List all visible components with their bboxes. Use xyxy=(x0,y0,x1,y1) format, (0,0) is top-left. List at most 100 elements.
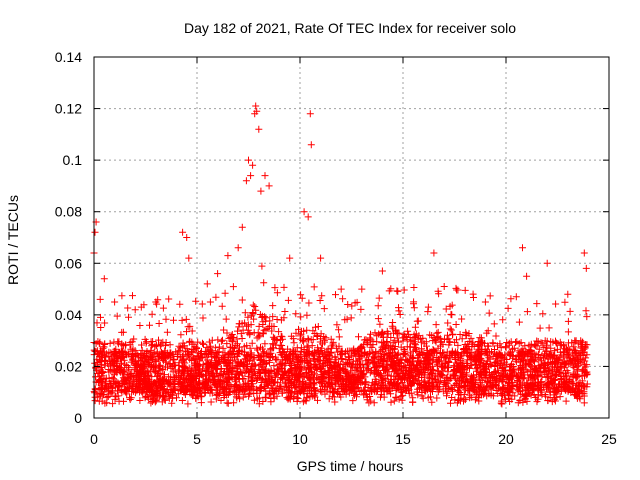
data-point xyxy=(251,303,259,310)
data-point xyxy=(336,371,344,379)
data-point xyxy=(255,125,263,133)
data-point xyxy=(431,336,439,344)
data-point xyxy=(487,373,494,381)
data-point xyxy=(576,388,583,396)
data-point xyxy=(179,228,187,236)
data-point xyxy=(450,382,458,389)
data-point xyxy=(258,312,266,320)
data-point xyxy=(508,379,516,387)
data-point xyxy=(549,384,557,392)
data-point xyxy=(102,374,110,382)
data-point xyxy=(256,387,264,394)
data-point xyxy=(356,360,364,368)
data-point xyxy=(133,367,141,375)
data-point xyxy=(163,328,171,336)
data-point xyxy=(257,187,265,195)
data-point xyxy=(512,293,520,301)
data-point xyxy=(229,356,237,364)
data-point xyxy=(185,254,193,262)
data-point xyxy=(422,361,430,369)
data-point xyxy=(241,309,249,317)
data-point xyxy=(560,349,568,357)
data-point xyxy=(119,368,127,376)
data-point xyxy=(490,320,498,328)
data-point xyxy=(230,347,238,355)
data-point xyxy=(253,374,261,382)
data-point xyxy=(162,342,169,350)
data-point xyxy=(547,344,555,352)
data-point xyxy=(419,394,427,402)
data-point xyxy=(249,309,257,316)
data-point xyxy=(126,396,134,403)
data-point xyxy=(148,342,156,350)
data-point xyxy=(274,378,282,386)
data-point xyxy=(296,381,304,389)
data-point xyxy=(131,352,139,360)
axis-ticks xyxy=(93,56,610,419)
data-point xyxy=(96,378,104,385)
data-point xyxy=(286,355,294,363)
y-tick-label: 0.1 xyxy=(63,152,83,168)
data-point xyxy=(125,313,132,321)
data-point xyxy=(521,371,529,379)
data-point xyxy=(115,382,123,390)
data-point xyxy=(275,328,283,336)
data-point xyxy=(442,360,450,367)
data-point xyxy=(433,394,441,402)
data-point xyxy=(127,345,135,353)
data-point xyxy=(524,353,532,361)
data-point xyxy=(434,344,442,352)
data-point xyxy=(370,355,378,363)
data-point xyxy=(118,340,126,348)
data-point xyxy=(471,396,479,404)
data-point xyxy=(478,346,485,353)
data-point xyxy=(363,361,371,369)
data-point xyxy=(241,369,249,377)
data-point xyxy=(321,349,329,357)
data-point xyxy=(405,373,413,381)
data-point xyxy=(97,313,104,321)
data-point xyxy=(253,107,261,115)
data-point xyxy=(146,321,153,329)
data-point xyxy=(105,348,113,356)
data-point xyxy=(478,391,485,399)
data-point xyxy=(262,377,270,385)
data-point xyxy=(485,348,493,356)
data-point xyxy=(178,316,186,324)
data-point xyxy=(268,376,276,384)
data-point xyxy=(418,345,425,353)
data-point xyxy=(433,329,441,337)
data-point xyxy=(228,335,236,343)
data-point xyxy=(461,286,469,294)
data-point xyxy=(104,393,112,400)
data-point xyxy=(270,362,278,370)
data-point xyxy=(216,371,224,379)
data-point xyxy=(561,298,569,306)
data-point xyxy=(507,295,515,303)
data-point xyxy=(279,335,286,343)
data-point xyxy=(426,387,434,395)
data-point xyxy=(159,304,167,312)
data-point xyxy=(395,370,403,378)
data-point xyxy=(516,358,524,366)
data-point xyxy=(569,343,577,351)
data-point xyxy=(332,291,339,299)
data-point xyxy=(228,374,236,382)
data-point xyxy=(567,356,574,364)
data-point xyxy=(248,383,255,391)
data-point xyxy=(186,322,194,330)
data-point xyxy=(434,358,441,366)
data-point xyxy=(107,380,115,388)
data-point xyxy=(192,297,200,305)
data-point xyxy=(111,378,119,386)
data-point xyxy=(393,366,401,374)
data-point xyxy=(415,377,423,385)
data-point xyxy=(117,386,125,394)
data-point xyxy=(531,354,539,362)
data-point xyxy=(253,385,261,393)
data-point xyxy=(239,393,247,401)
data-point xyxy=(272,355,280,363)
data-point xyxy=(527,362,535,370)
data-point xyxy=(453,286,461,294)
data-point xyxy=(214,361,222,368)
